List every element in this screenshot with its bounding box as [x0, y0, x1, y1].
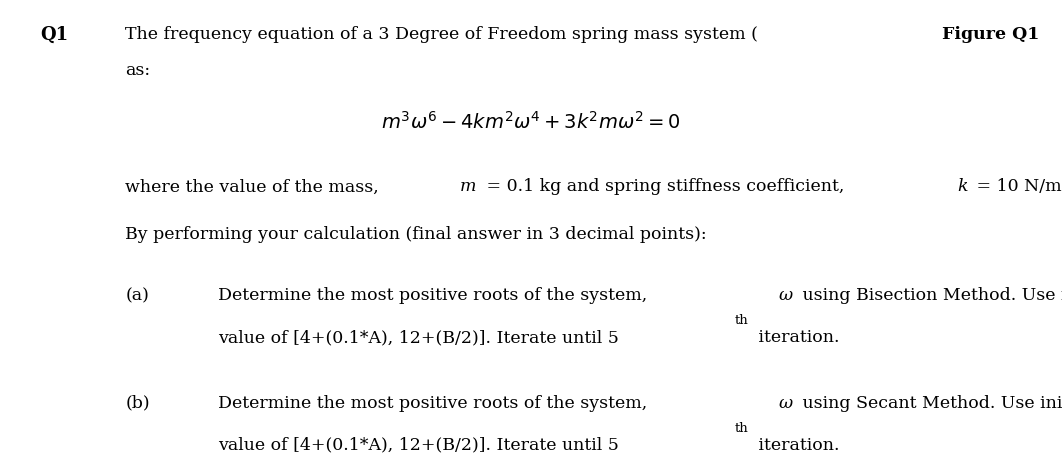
Text: iteration.: iteration.	[753, 329, 839, 346]
Text: (a): (a)	[125, 287, 149, 304]
Text: Figure Q1: Figure Q1	[942, 26, 1040, 42]
Text: m: m	[460, 178, 477, 195]
Text: as:: as:	[125, 62, 151, 78]
Text: Q1: Q1	[40, 26, 68, 44]
Text: where the value of the mass,: where the value of the mass,	[125, 178, 384, 195]
Text: value of [4+(0.1*A), 12+(B/2)]. Iterate until 5: value of [4+(0.1*A), 12+(B/2)]. Iterate …	[218, 329, 618, 346]
Text: The frequency equation of a 3 Degree of Freedom spring mass system (: The frequency equation of a 3 Degree of …	[125, 26, 758, 42]
Text: th: th	[735, 422, 749, 435]
Text: = 0.1 kg and spring stiffness coefficient,: = 0.1 kg and spring stiffness coefficien…	[481, 178, 850, 195]
Text: $m^3\omega^6 - 4km^2\omega^4 + 3k^2m\omega^2 = 0$: $m^3\omega^6 - 4km^2\omega^4 + 3k^2m\ome…	[381, 111, 681, 133]
Text: using Bisection Method. Use initial: using Bisection Method. Use initial	[796, 287, 1062, 304]
Text: ω: ω	[778, 395, 793, 411]
Text: using Secant Method. Use initial: using Secant Method. Use initial	[796, 395, 1062, 411]
Text: th: th	[735, 314, 749, 327]
Text: = 10 N/m.: = 10 N/m.	[971, 178, 1062, 195]
Text: By performing your calculation (final answer in 3 decimal points):: By performing your calculation (final an…	[125, 226, 707, 243]
Text: value of [4+(0.1*A), 12+(B/2)]. Iterate until 5: value of [4+(0.1*A), 12+(B/2)]. Iterate …	[218, 437, 618, 453]
Text: Determine the most positive roots of the system,: Determine the most positive roots of the…	[218, 287, 652, 304]
Text: k: k	[957, 178, 967, 195]
Text: Determine the most positive roots of the system,: Determine the most positive roots of the…	[218, 395, 652, 411]
Text: iteration.: iteration.	[753, 437, 839, 453]
Text: ω: ω	[778, 287, 793, 304]
Text: (b): (b)	[125, 395, 150, 411]
